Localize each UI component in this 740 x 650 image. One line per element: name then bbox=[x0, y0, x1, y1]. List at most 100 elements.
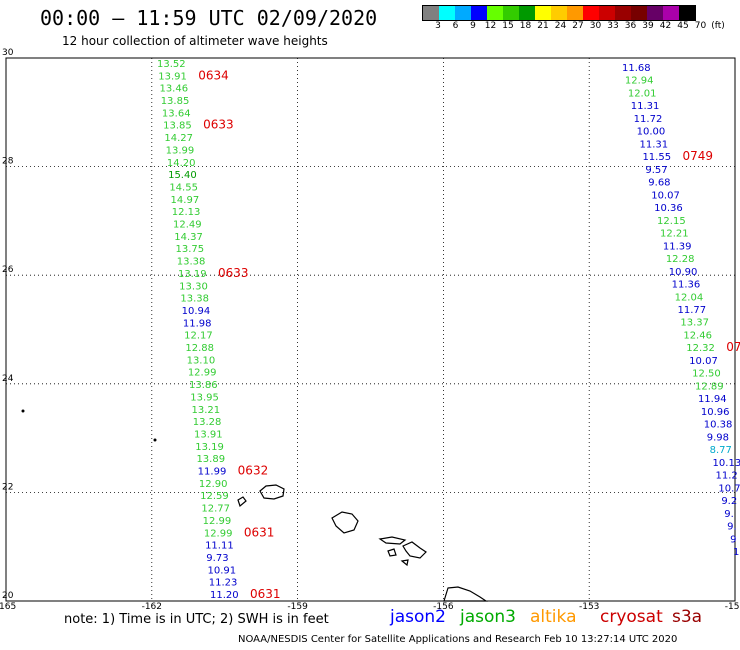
wave-height-label: 13.46 bbox=[159, 84, 188, 95]
legend-label: 33 bbox=[607, 21, 619, 31]
legend-swatch bbox=[439, 6, 455, 20]
island-kauai bbox=[259, 484, 285, 500]
wave-height-label: 11.77 bbox=[678, 305, 707, 316]
pass-time-label: 0749 bbox=[682, 149, 713, 163]
wave-height-label: 13.21 bbox=[192, 405, 221, 416]
wave-height-label: 13.89 bbox=[196, 454, 225, 465]
axis-ticks: -165 -162 -159 -156 -153 -150 30 28 26 24 22 20 bbox=[0, 48, 740, 612]
legend-swatch bbox=[615, 6, 631, 20]
wave-height-label: 13.91 bbox=[158, 71, 187, 82]
wave-height-label: 10.13 bbox=[713, 458, 740, 469]
pass-time-label: 0632 bbox=[238, 464, 269, 478]
wave-height-label: 13.86 bbox=[189, 380, 218, 391]
satellite-jason3: jason3 bbox=[460, 607, 516, 627]
map-subtitle: 12 hour collection of altimeter wave hei… bbox=[62, 34, 328, 48]
legend-swatch bbox=[679, 6, 695, 20]
wave-height-label: 13.85 bbox=[163, 121, 192, 132]
legend-swatch bbox=[471, 6, 487, 20]
wave-height-label: 9.57 bbox=[645, 165, 667, 176]
wave-height-label: 14.27 bbox=[164, 133, 193, 144]
wave-height-label: 14.55 bbox=[169, 182, 198, 193]
wave-height-label: 13.91 bbox=[194, 429, 223, 440]
lat-tick-label: 24 bbox=[2, 374, 14, 384]
wave-height-label: 13.52 bbox=[157, 59, 186, 70]
legend-label: 15 bbox=[502, 21, 514, 31]
wave-height-label: 12.89 bbox=[695, 381, 724, 392]
legend-swatch bbox=[455, 6, 471, 20]
wave-height-label: 12.15 bbox=[657, 216, 686, 227]
wave-height-label: 9.73 bbox=[206, 553, 228, 564]
legend-label: (ft) bbox=[711, 21, 725, 31]
wave-height-label: 11.23 bbox=[209, 578, 238, 589]
wave-height-label: 12.99 bbox=[203, 516, 232, 527]
wave-height-label: 13.28 bbox=[193, 417, 222, 428]
legend-swatch bbox=[631, 6, 647, 20]
island-maui bbox=[402, 541, 427, 559]
color-scale-legend bbox=[422, 5, 696, 21]
island-speck-1 bbox=[21, 409, 25, 413]
satellite-altika: altika bbox=[530, 607, 577, 627]
pass-time-label: 07 bbox=[726, 340, 740, 354]
wave-height-label: 12.46 bbox=[683, 330, 712, 341]
wave-height-label: 11.55 bbox=[642, 152, 671, 163]
wave-height-label: 9.2 bbox=[721, 496, 737, 507]
wave-height-label: 12.90 bbox=[199, 479, 228, 490]
lon-tick-label: -156 bbox=[433, 602, 454, 612]
pass-time-label: 0631 bbox=[244, 525, 275, 539]
wave-height-label: 12.13 bbox=[172, 207, 201, 218]
legend-label: 45 bbox=[677, 21, 689, 31]
wave-height-label: 13.30 bbox=[179, 281, 208, 292]
satellite-jason2: jason2 bbox=[390, 607, 446, 627]
legend-swatch bbox=[519, 6, 535, 20]
wave-height-label: 11.31 bbox=[631, 101, 660, 112]
wave-height-label: 13.99 bbox=[166, 145, 195, 156]
satellite-s3a: s3a bbox=[672, 607, 703, 627]
legend-label: 9 bbox=[470, 21, 476, 31]
legend-swatch bbox=[551, 6, 567, 20]
wave-height-label: 10.91 bbox=[208, 565, 237, 576]
legend-label: 6 bbox=[452, 21, 459, 31]
wave-height-label: 11.31 bbox=[640, 139, 669, 150]
pass-time-label: 0633 bbox=[218, 266, 249, 280]
color-scale-labels: 3 6 9 12 15 18 21 24 27 30 33 36 39 42 45 70 (ft) bbox=[422, 21, 740, 33]
legend-swatch bbox=[487, 6, 503, 20]
west-track: 13.5213.9113.4613.8513.6413.8514.2713.99… bbox=[157, 59, 281, 601]
pass-time-label: 0634 bbox=[198, 68, 229, 82]
wave-height-label: 12.04 bbox=[675, 292, 704, 303]
map-title: 00:00 – 11:59 UTC 02/09/2020 bbox=[40, 6, 378, 30]
legend-label: 3 bbox=[435, 21, 441, 31]
wave-height-label: 13.85 bbox=[161, 96, 190, 107]
island-lanai bbox=[387, 548, 397, 557]
wave-height-label: 11.68 bbox=[622, 63, 651, 74]
wave-height-label: 12.21 bbox=[660, 229, 689, 240]
legend-label: 21 bbox=[537, 21, 549, 31]
wave-height-label: 12.50 bbox=[692, 369, 721, 380]
units-note: note: 1) Time is in UTC; 2) SWH is in fe… bbox=[64, 612, 329, 627]
wave-height-label: 13.38 bbox=[180, 294, 209, 305]
wave-height-label: 10.90 bbox=[669, 267, 698, 278]
wave-height-label: 10.94 bbox=[182, 306, 211, 317]
lon-tick-label: -162 bbox=[142, 602, 162, 612]
legend-label: 36 bbox=[624, 21, 637, 31]
legend-swatch bbox=[663, 6, 679, 20]
wave-height-label: 8.77 bbox=[710, 445, 732, 456]
wave-height-label: 12.01 bbox=[628, 88, 657, 99]
wave-height-label: 11.98 bbox=[183, 318, 212, 329]
legend-swatch bbox=[583, 6, 599, 20]
island-niihau bbox=[237, 496, 247, 508]
legend-swatch bbox=[535, 6, 551, 20]
wave-height-label: 12.49 bbox=[173, 220, 202, 231]
lat-tick-label: 20 bbox=[2, 591, 14, 601]
wave-height-label: 12.94 bbox=[625, 76, 654, 87]
wave-height-label: 9 bbox=[730, 534, 736, 545]
legend-label: 18 bbox=[519, 21, 532, 31]
wave-height-label: 10.07 bbox=[651, 190, 680, 201]
wave-height-label: 13.64 bbox=[162, 108, 191, 119]
island-speck-2 bbox=[153, 438, 157, 442]
lon-tick-label: -150 bbox=[725, 602, 740, 612]
wave-height-label: 13.75 bbox=[175, 244, 204, 255]
wave-height-label: 13.95 bbox=[190, 392, 219, 403]
wave-height-label: 13.19 bbox=[178, 269, 207, 280]
wave-height-label: 12.99 bbox=[188, 368, 217, 379]
